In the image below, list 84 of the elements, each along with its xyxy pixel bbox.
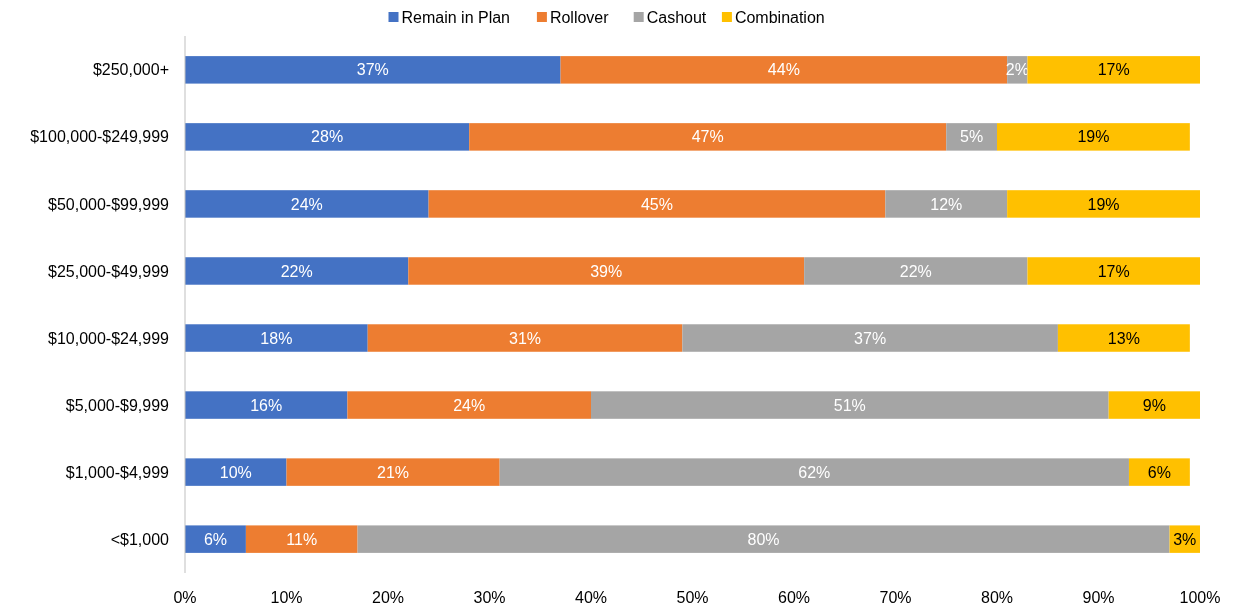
bar: [357, 525, 1170, 553]
bar: [997, 123, 1190, 151]
bar: [560, 56, 1008, 84]
x-tick-label: 40%: [574, 589, 608, 606]
bar: [185, 458, 287, 486]
data-label: 18%: [260, 329, 293, 347]
legend-label: Rollover: [549, 8, 610, 26]
y-tick-label: $1,000-$4,999: [65, 463, 170, 481]
data-label: 22%: [899, 262, 932, 280]
y-tick-label: $50,000-$99,999: [48, 195, 170, 213]
data-label: 24%: [290, 195, 323, 213]
data-label: 24%: [453, 396, 486, 414]
x-tick-label: 70%: [879, 589, 912, 606]
bar: [1007, 190, 1200, 218]
bar: [185, 257, 409, 285]
data-label: 17%: [1097, 262, 1130, 280]
bar: [946, 123, 997, 151]
data-label: 37%: [854, 329, 887, 347]
data-label: 80%: [747, 530, 780, 548]
y-tick-label: $5,000-$9,999: [65, 396, 170, 414]
x-tick-label: 100%: [1179, 589, 1221, 606]
data-label: 10%: [219, 463, 252, 481]
bar: [885, 190, 1008, 218]
bar: [591, 391, 1109, 419]
bar: [286, 458, 500, 486]
data-label: 22%: [280, 262, 313, 280]
bar: [499, 458, 1129, 486]
bar: [245, 525, 358, 553]
data-label: 39%: [590, 262, 623, 280]
bar: [185, 525, 246, 553]
data-label: 19%: [1077, 128, 1110, 146]
bar: [1108, 391, 1200, 419]
x-tick-label: 30%: [473, 589, 506, 606]
x-tick-label: 50%: [676, 589, 709, 606]
data-label: 6%: [1147, 463, 1171, 481]
y-tick-label: $10,000-$24,999: [48, 329, 170, 347]
bar: [1027, 56, 1200, 84]
y-tick-label: $25,000-$49,999: [48, 262, 170, 280]
y-tick-label: <$1,000: [110, 530, 170, 548]
data-label: 13%: [1107, 329, 1140, 347]
x-tick-label: 60%: [777, 589, 811, 606]
data-label: 45%: [640, 195, 673, 213]
legend-label: Cashout: [646, 8, 707, 26]
bar: [185, 190, 429, 218]
bar: [804, 257, 1028, 285]
data-label: 62%: [798, 463, 831, 481]
bar: [1057, 324, 1190, 352]
y-tick-label: $250,000+: [92, 61, 169, 79]
data-label: 5%: [960, 128, 984, 146]
data-label: 21%: [377, 463, 410, 481]
bar: [185, 56, 561, 84]
data-label: 9%: [1142, 396, 1166, 414]
bar: [1128, 458, 1190, 486]
bar: [347, 391, 591, 419]
x-tick-label: 90%: [1082, 589, 1115, 606]
x-tick-label: 80%: [980, 589, 1014, 606]
bar: [408, 257, 805, 285]
bar: [428, 190, 886, 218]
x-tick-label: 10%: [270, 589, 303, 606]
data-label: 17%: [1097, 61, 1130, 79]
data-label: 19%: [1087, 195, 1120, 213]
data-label: 31%: [509, 329, 542, 347]
legend-label: Combination: [734, 8, 825, 26]
x-tick-label: 0%: [173, 589, 197, 606]
bar: [185, 123, 470, 151]
data-label: 47%: [691, 128, 724, 146]
x-tick-label: 20%: [371, 589, 405, 606]
data-label: 51%: [833, 396, 866, 414]
bar: [185, 324, 368, 352]
data-label: 37%: [356, 61, 389, 79]
legend-label: Remain in Plan: [401, 8, 510, 26]
data-label: 16%: [250, 396, 283, 414]
bar: [682, 324, 1058, 352]
bar: [469, 123, 947, 151]
bar: [185, 391, 348, 419]
data-label: 6%: [203, 530, 228, 548]
bar: [1027, 257, 1200, 285]
data-label: 3%: [1173, 530, 1197, 548]
data-label: 11%: [286, 530, 318, 548]
y-tick-label: $100,000-$249,999: [30, 128, 170, 146]
bar: [367, 324, 683, 352]
data-label: 44%: [767, 61, 800, 79]
data-label: 12%: [930, 195, 963, 213]
data-label: 28%: [311, 128, 344, 146]
